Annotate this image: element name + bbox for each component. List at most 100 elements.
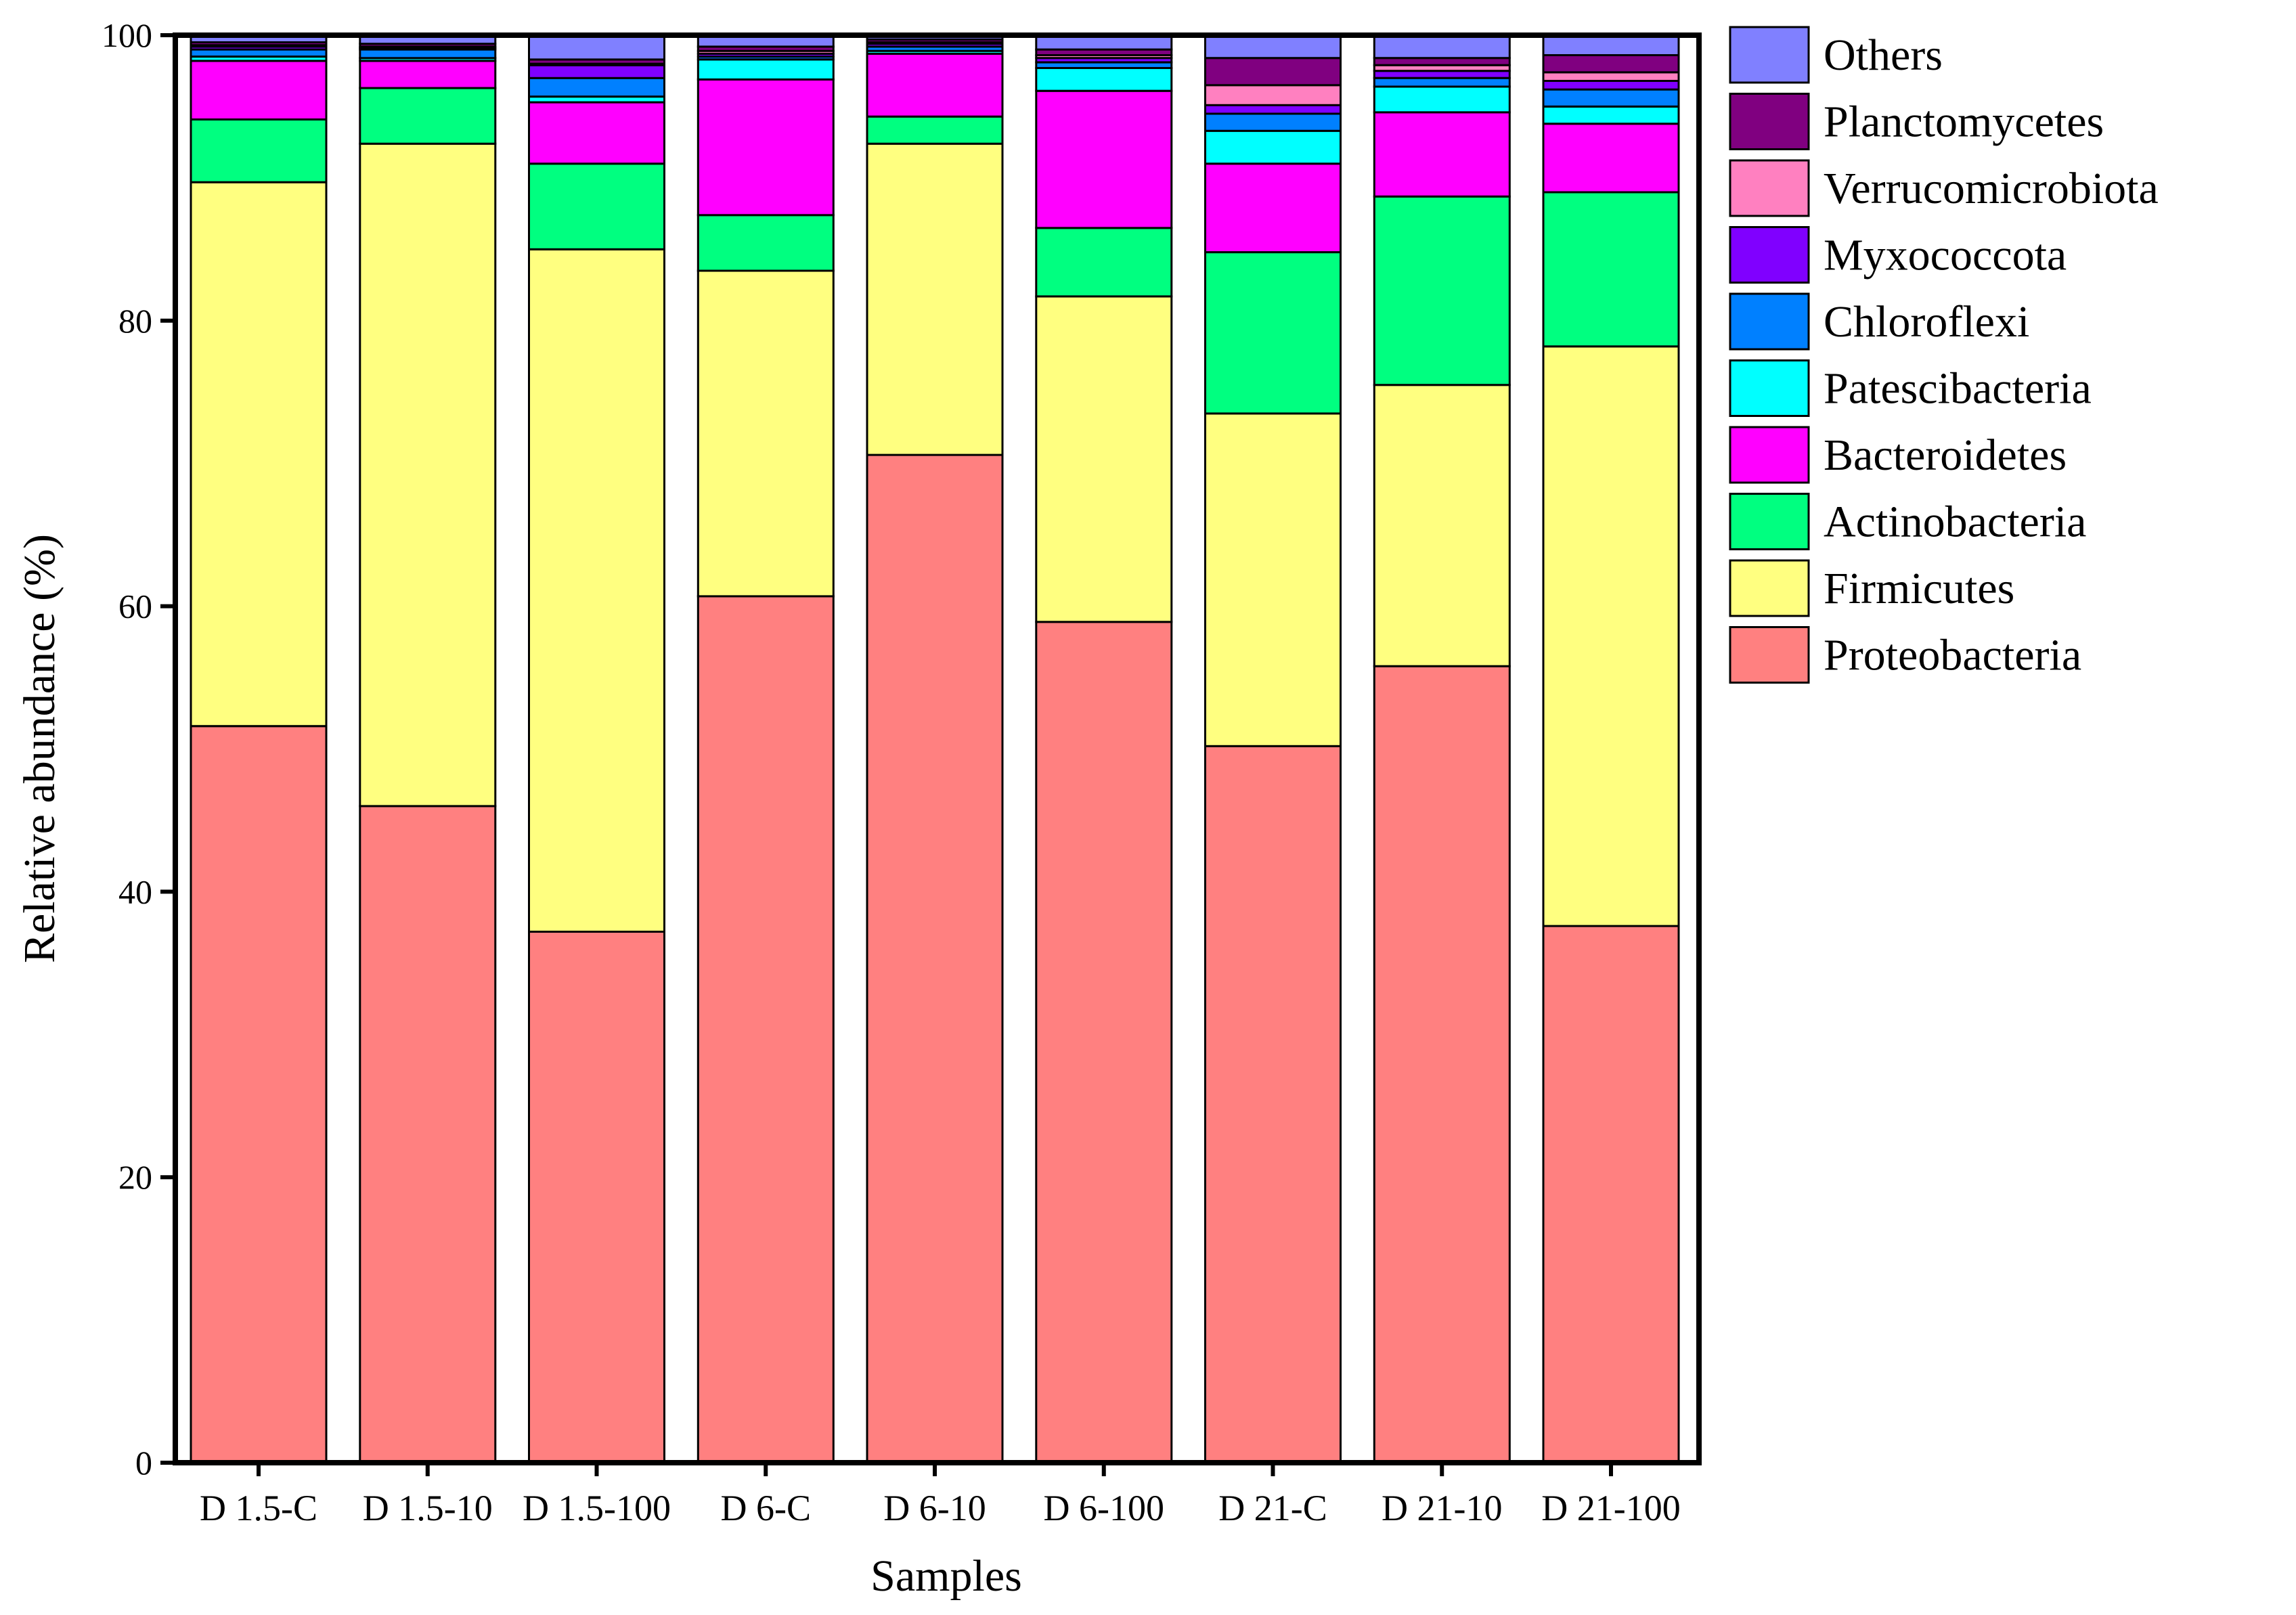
x-tick-label: D 21-C — [1218, 1488, 1327, 1528]
bar-d-21-100-chloroflexi — [1542, 88, 1680, 108]
y-tick-label: 0 — [135, 1444, 152, 1482]
legend-swatch-proteobacteria — [1729, 626, 1810, 684]
bar-d-21-100-bacteroidetes — [1542, 123, 1680, 194]
bar-d-1-5-c-bacteroidetes — [190, 60, 328, 120]
bar-d-21-100-actinobacteria — [1542, 191, 1680, 348]
y-tick-label: 40 — [118, 872, 152, 910]
bar-d-1-5-100-chloroflexi — [528, 76, 665, 98]
bar-d-21-c-firmicutes — [1204, 412, 1342, 747]
legend-label-patescibacteria: Patescibacteria — [1824, 364, 2092, 414]
bar-d-21-10-others — [1373, 34, 1511, 60]
legend-label-others: Others — [1824, 30, 1943, 80]
x-tick-label: D 21-10 — [1382, 1488, 1502, 1528]
bar-d-21-10-patescibacteria — [1373, 85, 1511, 114]
legend-label-chloroflexi: Chloroflexi — [1824, 297, 2029, 347]
bar-d-6-10-proteobacteria — [866, 453, 1004, 1464]
legend-swatch-patescibacteria — [1729, 359, 1810, 417]
bar-d-21-10-planctomycetes — [1373, 57, 1511, 66]
bar-d-21-10-myxococcota — [1373, 70, 1511, 79]
bar-d-21-100-proteobacteria — [1542, 925, 1680, 1464]
bar-d-21-c-bacteroidetes — [1204, 162, 1342, 254]
bar-d-21-10-chloroflexi — [1373, 76, 1511, 88]
legend: Others Planctomycetes Verrucomicrobiota Myx… — [1729, 26, 2159, 684]
bar-d-21-100-others — [1542, 34, 1680, 56]
bar-d-1-5-100-bacteroidetes — [528, 101, 665, 165]
legend-label-planctomycetes: Planctomycetes — [1824, 97, 2104, 147]
bar-d-21-c-patescibacteria — [1204, 129, 1342, 165]
x-tick-label: D 21-100 — [1541, 1488, 1680, 1528]
legend-label-myxococcota: Myxococcota — [1824, 231, 2067, 280]
bar-d-1-5-100-actinobacteria — [528, 162, 665, 250]
y-axis: 0 20 40 60 80 100 — [102, 16, 175, 1482]
y-tick-label: 20 — [118, 1158, 152, 1196]
y-tick-label: 100 — [102, 16, 152, 54]
bar-d-21-100-firmicutes — [1542, 345, 1680, 927]
legend-swatch-chloroflexi — [1729, 292, 1810, 351]
x-tick-label: D 1.5-100 — [523, 1488, 671, 1528]
bar-d-6-10-actinobacteria — [866, 115, 1004, 145]
bar-d-21-100-verrucomicrobiota — [1542, 71, 1680, 83]
x-tick-label: D 1.5-10 — [363, 1488, 493, 1528]
bar-d-21-c-proteobacteria — [1204, 745, 1342, 1464]
bar-d-21-c-planctomycetes — [1204, 57, 1342, 87]
bar-d-6-c-actinobacteria — [697, 214, 835, 272]
bar-d-6-10-bacteroidetes — [866, 52, 1004, 118]
bar-d-6-c-patescibacteria — [697, 58, 835, 81]
x-tick-label: D 6-C — [721, 1488, 812, 1528]
bar-d-6-c-bacteroidetes — [697, 78, 835, 217]
y-tick-label: 60 — [118, 588, 152, 625]
legend-swatch-planctomycetes — [1729, 93, 1810, 150]
bar-d-21-c-verrucomicrobiota — [1204, 84, 1342, 106]
legend-label-firmicutes: Firmicutes — [1824, 564, 2014, 613]
bar-d-1-5-10-actinobacteria — [359, 87, 497, 145]
bar-d-1-5-10-chloroflexi — [359, 48, 497, 60]
x-tick-label: D 6-100 — [1044, 1488, 1164, 1528]
legend-label-proteobacteria: Proteobacteria — [1824, 631, 2081, 680]
legend-swatch-myxococcota — [1729, 226, 1810, 284]
bar-d-21-10-bacteroidetes — [1373, 111, 1511, 198]
bar-d-21-c-myxococcota — [1204, 104, 1342, 115]
bar-d-6-100-actinobacteria — [1035, 227, 1173, 298]
bar-d-6-c-proteobacteria — [697, 595, 835, 1464]
legend-label-verrucomicrobiota: Verrucomicrobiota — [1824, 164, 2159, 213]
legend-label-bacteroidetes: Bacteroidetes — [1824, 430, 2067, 480]
bar-d-21-100-patescibacteria — [1542, 106, 1680, 125]
legend-swatch-bacteroidetes — [1729, 426, 1810, 484]
bar-d-6-c-firmicutes — [697, 269, 835, 598]
legend-swatch-verrucomicrobiota — [1729, 159, 1810, 217]
bar-d-21-10-firmicutes — [1373, 384, 1511, 667]
x-tick-label: D 1.5-C — [200, 1488, 317, 1528]
bar-d-1-5-10-proteobacteria — [359, 805, 497, 1464]
bar-d-1-5-100-myxococcota — [528, 64, 665, 79]
bar-d-6-100-proteobacteria — [1035, 621, 1173, 1464]
plot-frame — [173, 32, 1702, 1465]
bar-d-21-100-myxococcota — [1542, 80, 1680, 91]
legend-swatch-firmicutes — [1729, 559, 1810, 617]
y-axis-label: Relative abundance (%) — [15, 534, 64, 963]
bar-d-21-c-actinobacteria — [1204, 251, 1342, 415]
bar-d-21-10-proteobacteria — [1373, 665, 1511, 1464]
bar-d-6-10-firmicutes — [866, 142, 1004, 456]
bar-d-6-100-patescibacteria — [1035, 67, 1173, 92]
bar-d-1-5-100-firmicutes — [528, 248, 665, 933]
bar-d-1-5-c-actinobacteria — [190, 118, 328, 183]
bar-d-21-100-planctomycetes — [1542, 54, 1680, 74]
bar-d-21-10-actinobacteria — [1373, 195, 1511, 386]
x-axis-label: Samples — [870, 1551, 1022, 1601]
legend-swatch-others — [1729, 26, 1810, 84]
bar-d-6-100-firmicutes — [1035, 295, 1173, 623]
bars-layer — [190, 34, 1680, 1464]
legend-label-actinobacteria: Actinobacteria — [1824, 497, 2086, 547]
bar-d-1-5-c-chloroflexi — [190, 48, 328, 58]
x-axis: D 1.5-C D 1.5-10 D 1.5-100 D 6-C D 6-10 D 6-1… — [200, 1463, 1681, 1528]
x-tick-label: D 6-10 — [883, 1488, 986, 1528]
legend-swatch-actinobacteria — [1729, 493, 1810, 550]
bar-d-21-c-chloroflexi — [1204, 112, 1342, 132]
bar-d-1-5-100-proteobacteria — [528, 931, 665, 1464]
bar-d-1-5-10-firmicutes — [359, 142, 497, 808]
bar-d-1-5-100-others — [528, 34, 665, 61]
bar-d-6-100-bacteroidetes — [1035, 89, 1173, 229]
bar-d-1-5-c-proteobacteria — [190, 725, 328, 1464]
y-tick-label: 80 — [118, 302, 152, 340]
